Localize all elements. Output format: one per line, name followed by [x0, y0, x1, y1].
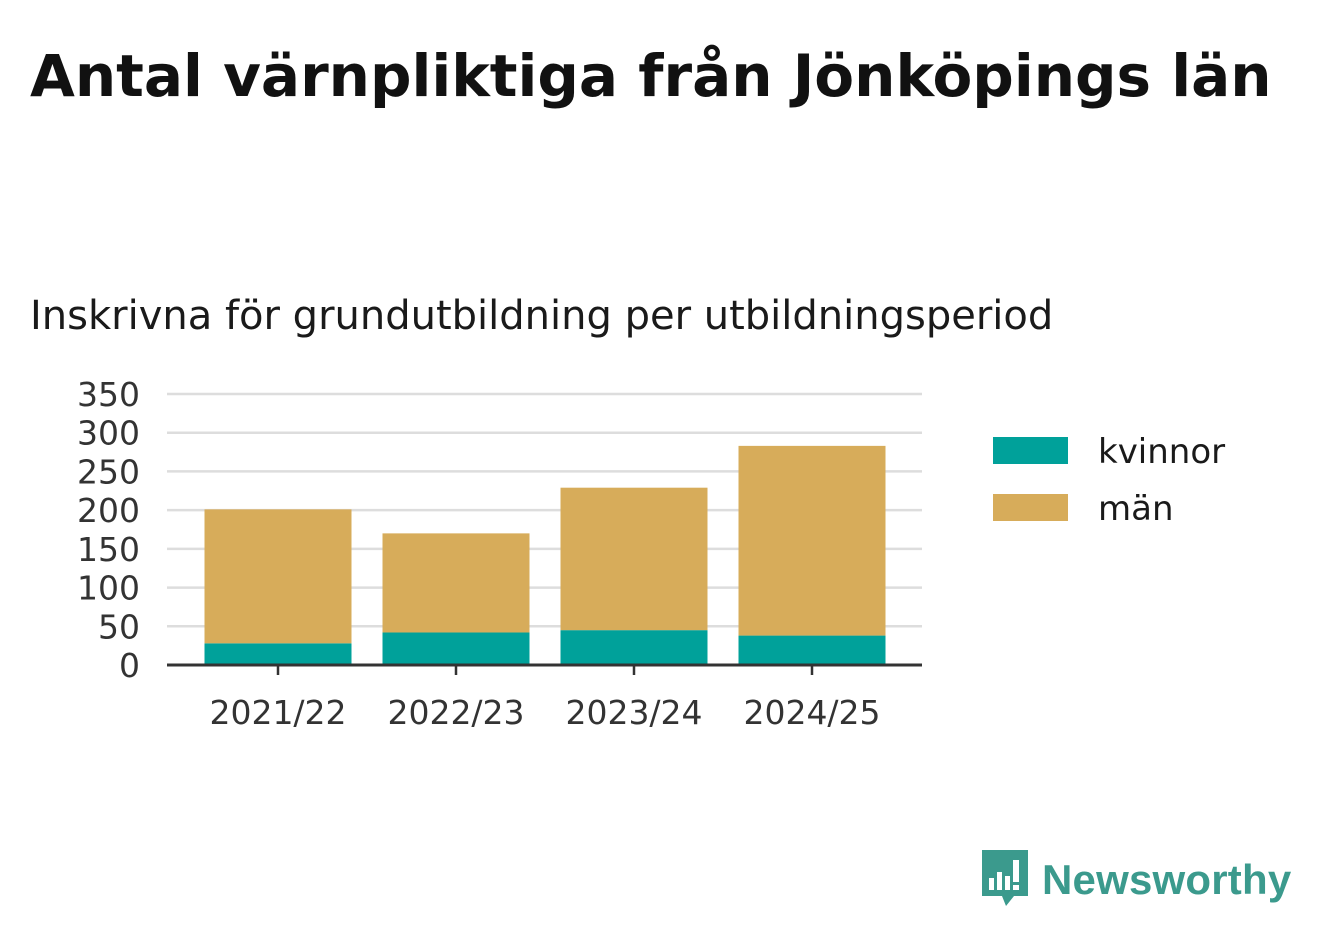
- newsworthy-logo-icon: [980, 848, 1030, 912]
- x-tick-label: 2022/23: [387, 693, 524, 732]
- brand-name: Newsworthy: [1042, 856, 1292, 903]
- bar-kvinnor-2024-25: [738, 635, 886, 665]
- y-tick-label: 150: [77, 530, 140, 569]
- chart-title: Antal värnpliktiga från Jönköpings län: [30, 42, 1272, 110]
- bars: [204, 445, 886, 665]
- x-axis: [167, 663, 922, 675]
- y-tick-label: 0: [119, 646, 140, 685]
- brand: Newsworthy: [980, 848, 1291, 912]
- legend-label-kvinnor: kvinnor: [1098, 432, 1225, 472]
- x-tick-label: 2021/22: [209, 693, 346, 732]
- y-tick-label: 200: [77, 491, 140, 530]
- y-tick-label: 300: [77, 414, 140, 453]
- y-tick-label: 50: [98, 607, 140, 646]
- bar-kvinnor-2023-24: [560, 630, 708, 665]
- bar-kvinnor-2022-23: [382, 632, 530, 665]
- x-tick-label: 2024/25: [743, 693, 880, 732]
- x-tick-label: 2023/24: [565, 693, 702, 732]
- legend-label-man: män: [1098, 489, 1174, 529]
- y-tick-label: 250: [77, 452, 140, 491]
- bar-man-2021-22: [204, 509, 352, 644]
- x-axis-tick-labels: 2021/22 2022/23 2023/24 2024/25: [209, 693, 880, 732]
- chart-subtitle: Inskrivna för grundutbildning per utbild…: [30, 293, 1054, 339]
- bar-man-2022-23: [382, 533, 530, 633]
- legend-swatch-kvinnor: [993, 437, 1068, 464]
- bar-kvinnor-2021-22: [204, 643, 352, 665]
- y-tick-label: 100: [77, 569, 140, 608]
- bar-man-2023-24: [560, 487, 708, 631]
- bar-man-2024-25: [738, 445, 886, 636]
- legend-swatch-man: [993, 494, 1068, 521]
- y-tick-label: 350: [77, 375, 140, 414]
- legend: kvinnor män: [993, 432, 1225, 529]
